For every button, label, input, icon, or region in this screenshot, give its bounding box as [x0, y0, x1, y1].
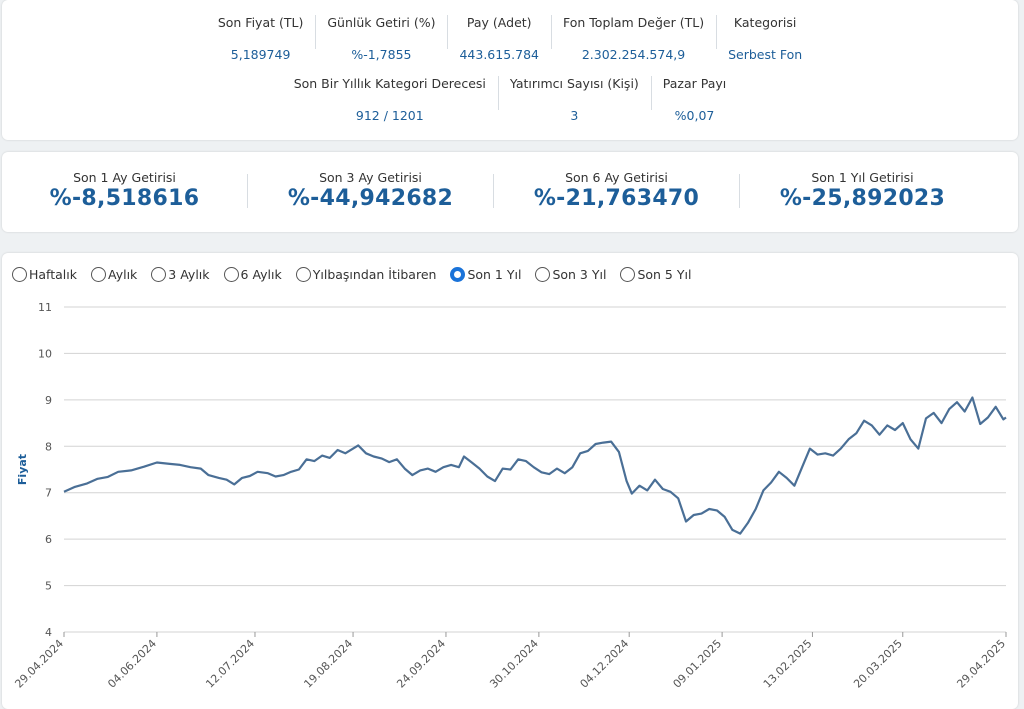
- x-tick-label: 12.07.2024: [203, 637, 257, 691]
- market-share-cell: Pazar Payı %0,07: [650, 74, 738, 123]
- period-option-label: Aylık: [108, 267, 138, 282]
- last-price-label: Son Fiyat (TL): [217, 15, 304, 30]
- x-tick-label: 20.03.2025: [851, 637, 905, 691]
- market-share-label: Pazar Payı: [662, 76, 727, 91]
- returns-card: Son 1 Ay Getirisi %-8,518616 Son 3 Ay Ge…: [2, 152, 1018, 232]
- shares-value: 443.615.784: [459, 47, 539, 62]
- x-tick-label: 29.04.2024: [12, 637, 66, 691]
- period-option[interactable]: 6 Aylık: [223, 267, 282, 282]
- return-3m-label: Son 3 Ay Getirisi: [319, 170, 422, 185]
- daily-return-cell: Günlük Getiri (%) %-1,7855: [315, 13, 447, 62]
- period-option-label: 6 Aylık: [240, 267, 282, 282]
- period-option[interactable]: 3 Aylık: [151, 267, 210, 282]
- period-option-label: 3 Aylık: [168, 267, 210, 282]
- fund-info-card: Son Fiyat (TL) 5,189749 Günlük Getiri (%…: [2, 0, 1018, 140]
- period-selector: Haftalık Aylık 3 Aylık 6 Aylık Yılbaşından İ…: [12, 267, 705, 282]
- divider: [739, 174, 740, 208]
- divider: [493, 174, 494, 208]
- price-chart: 4 5 6 7 8 9 10 11 Fiyat 29.04.2024 04.06.2024 12.07…: [12, 301, 1008, 691]
- x-tick-label: 24.09.2024: [394, 637, 448, 691]
- return-1y-value: %-25,892023: [779, 186, 946, 211]
- market-share-value: %0,07: [674, 108, 715, 123]
- y-tick-label: 10: [38, 347, 52, 360]
- x-tick-label: 29.04.2025: [954, 637, 1008, 691]
- period-option-label: Haftalık: [29, 267, 77, 282]
- radio-icon[interactable]: [295, 267, 311, 282]
- return-6m-label: Son 6 Ay Getirisi: [565, 170, 668, 185]
- radio-icon[interactable]: [223, 267, 239, 282]
- y-tick-label: 11: [38, 301, 52, 314]
- period-option-label: Son 1 Yıl: [467, 267, 522, 282]
- return-1m-value: %-8,518616: [49, 186, 200, 211]
- x-tick-label: 04.06.2024: [105, 637, 159, 691]
- return-1m-label: Son 1 Ay Getirisi: [73, 170, 176, 185]
- investor-count-cell: Yatırımcı Sayısı (Kişi) 3: [497, 74, 651, 123]
- divider: [247, 174, 248, 208]
- period-option-label: Yılbaşından İtibaren: [312, 267, 437, 282]
- investor-count-value: 3: [570, 108, 579, 123]
- last-price-value: 5,189749: [230, 47, 291, 62]
- x-tick-label: 13.02.2025: [761, 637, 815, 691]
- y-tick-label: 6: [45, 533, 52, 546]
- return-6m-cell: Son 6 Ay Getirisi %-21,763470: [494, 170, 739, 211]
- category-label: Kategorisi: [733, 15, 797, 30]
- period-option[interactable]: Son 3 Yıl: [535, 267, 606, 282]
- x-tick-label: 30.10.2024: [487, 637, 541, 691]
- period-option[interactable]: Haftalık: [12, 267, 77, 282]
- radio-icon[interactable]: [535, 267, 551, 282]
- category-value: Serbest Fon: [728, 47, 803, 62]
- radio-icon[interactable]: [620, 267, 636, 282]
- fund-info-row-2: Son Bir Yıllık Kategori Derecesi 912 / 1…: [2, 74, 1018, 123]
- return-6m-value: %-21,763470: [533, 186, 700, 211]
- total-value-label: Fon Toplam Değer (TL): [563, 15, 705, 30]
- return-3m-value: %-44,942682: [287, 186, 454, 211]
- price-series-line: [63, 396, 1007, 535]
- category-rank-cell: Son Bir Yıllık Kategori Derecesi 912 / 1…: [282, 74, 498, 123]
- category-rank-value: 912 / 1201: [355, 108, 424, 123]
- radio-icon[interactable]: [12, 267, 27, 282]
- period-option-label: Son 3 Yıl: [552, 267, 607, 282]
- period-option[interactable]: Yılbaşından İtibaren: [295, 267, 437, 282]
- y-tick-label: 8: [45, 440, 52, 453]
- investor-count-label: Yatırımcı Sayısı (Kişi): [509, 76, 639, 91]
- x-tick-label: 04.12.2024: [578, 637, 632, 691]
- x-tick-label: 09.01.2025: [671, 637, 725, 691]
- category-rank-label: Son Bir Yıllık Kategori Derecesi: [293, 76, 486, 91]
- y-axis-label: Fiyat: [16, 454, 29, 485]
- fund-info-row: Son Fiyat (TL) 5,189749 Günlük Getiri (%…: [2, 13, 1018, 62]
- period-option[interactable]: Aylık: [91, 267, 137, 282]
- price-chart-card: Haftalık Aylık 3 Aylık 6 Aylık Yılbaşından İ…: [2, 253, 1018, 709]
- y-tick-label: 5: [45, 580, 52, 593]
- period-option[interactable]: Son 5 Yıl: [620, 267, 691, 282]
- x-tick-label: 19.08.2024: [301, 637, 355, 691]
- y-tick-label: 9: [45, 394, 52, 407]
- return-1m-cell: Son 1 Ay Getirisi %-8,518616: [2, 170, 247, 211]
- radio-icon[interactable]: [151, 267, 167, 282]
- total-value-value: 2.302.254.574,9: [581, 47, 686, 62]
- y-tick-label: 4: [45, 626, 52, 639]
- return-1y-cell: Son 1 Yıl Getirisi %-25,892023: [740, 170, 985, 211]
- period-option[interactable]: Son 1 Yıl: [450, 267, 521, 282]
- category-cell: Kategorisi Serbest Fon: [716, 13, 814, 62]
- last-price-cell: Son Fiyat (TL) 5,189749: [206, 13, 316, 62]
- daily-return-value: %-1,7855: [351, 47, 412, 62]
- shares-cell: Pay (Adet) 443.615.784: [447, 13, 551, 62]
- period-option-label: Son 5 Yıl: [637, 267, 692, 282]
- daily-return-label: Günlük Getiri (%): [327, 15, 436, 30]
- radio-selected-icon[interactable]: [450, 267, 466, 282]
- return-3m-cell: Son 3 Ay Getirisi %-44,942682: [248, 170, 493, 211]
- return-1y-label: Son 1 Yıl Getirisi: [811, 170, 914, 185]
- total-value-cell: Fon Toplam Değer (TL) 2.302.254.574,9: [551, 13, 716, 62]
- shares-label: Pay (Adet): [466, 15, 532, 30]
- y-tick-label: 7: [45, 487, 52, 500]
- radio-icon[interactable]: [91, 267, 106, 282]
